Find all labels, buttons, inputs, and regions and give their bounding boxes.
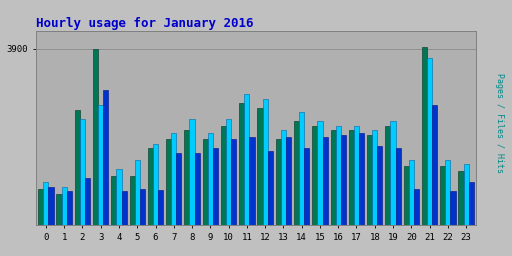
- Bar: [391, 121, 396, 225]
- Bar: [111, 176, 116, 225]
- Bar: [93, 49, 98, 225]
- Bar: [445, 160, 451, 225]
- Bar: [184, 130, 189, 225]
- Bar: [208, 133, 213, 225]
- Bar: [349, 130, 354, 225]
- Bar: [386, 126, 391, 225]
- Bar: [121, 191, 126, 225]
- Bar: [135, 160, 140, 225]
- Bar: [158, 190, 163, 225]
- Bar: [80, 119, 85, 225]
- Bar: [203, 139, 208, 225]
- Bar: [372, 130, 377, 225]
- Bar: [67, 191, 72, 225]
- Bar: [336, 126, 341, 225]
- Bar: [367, 135, 372, 225]
- Bar: [195, 153, 200, 225]
- Bar: [276, 139, 281, 225]
- Bar: [414, 189, 419, 225]
- Bar: [189, 119, 195, 225]
- Text: Hourly usage for January 2016: Hourly usage for January 2016: [36, 17, 253, 29]
- Bar: [409, 160, 414, 225]
- Bar: [432, 105, 437, 225]
- Bar: [56, 194, 61, 225]
- Bar: [468, 182, 474, 225]
- Bar: [140, 189, 145, 225]
- Bar: [153, 144, 158, 225]
- Bar: [458, 171, 463, 225]
- Bar: [249, 137, 254, 225]
- Bar: [354, 126, 359, 225]
- Bar: [103, 90, 109, 225]
- Bar: [359, 133, 364, 225]
- Bar: [463, 164, 468, 225]
- Bar: [213, 148, 218, 225]
- Bar: [263, 99, 268, 225]
- Bar: [75, 110, 80, 225]
- Bar: [268, 151, 273, 225]
- Bar: [281, 130, 286, 225]
- Bar: [396, 148, 401, 225]
- Bar: [148, 148, 153, 225]
- Bar: [239, 103, 244, 225]
- Bar: [422, 47, 427, 225]
- Bar: [49, 187, 54, 225]
- Bar: [341, 135, 346, 225]
- Bar: [312, 126, 317, 225]
- Bar: [244, 94, 249, 225]
- Bar: [403, 166, 409, 225]
- Bar: [44, 182, 49, 225]
- Bar: [231, 139, 236, 225]
- Bar: [61, 187, 67, 225]
- Bar: [323, 137, 328, 225]
- Bar: [116, 169, 121, 225]
- Bar: [85, 178, 90, 225]
- Bar: [451, 191, 456, 225]
- Bar: [171, 133, 176, 225]
- Text: Pages / Files / Hits: Pages / Files / Hits: [495, 73, 504, 173]
- Bar: [130, 176, 135, 225]
- Bar: [440, 166, 445, 225]
- Bar: [226, 119, 231, 225]
- Bar: [258, 108, 263, 225]
- Bar: [299, 112, 304, 225]
- Bar: [427, 58, 432, 225]
- Bar: [294, 121, 299, 225]
- Bar: [286, 137, 291, 225]
- Bar: [304, 148, 309, 225]
- Bar: [221, 126, 226, 225]
- Bar: [98, 105, 103, 225]
- Bar: [176, 153, 181, 225]
- Bar: [166, 139, 171, 225]
- Bar: [317, 121, 323, 225]
- Bar: [331, 130, 336, 225]
- Bar: [377, 146, 382, 225]
- Bar: [38, 189, 44, 225]
